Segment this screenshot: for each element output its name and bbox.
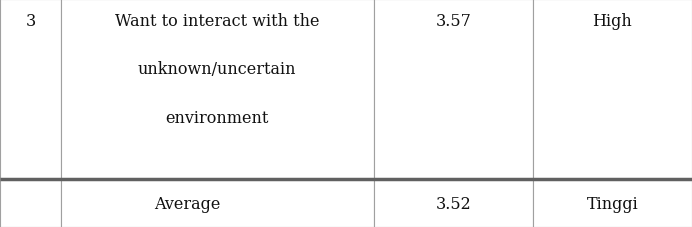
Bar (61, 179, 374, 227)
Text: Average: Average (154, 195, 220, 212)
Bar (0, 0, 61, 179)
Text: 3: 3 (26, 12, 35, 30)
Bar (533, 179, 692, 227)
Text: Tinggi: Tinggi (587, 195, 638, 212)
Text: environment: environment (165, 109, 269, 126)
Text: 3.52: 3.52 (435, 195, 471, 212)
Bar (0, 179, 61, 227)
Text: unknown/uncertain: unknown/uncertain (138, 61, 297, 78)
Text: High: High (592, 12, 632, 30)
Text: Want to interact with the: Want to interact with the (115, 12, 320, 30)
Bar (374, 0, 533, 179)
Bar (61, 0, 374, 179)
Text: 3.57: 3.57 (435, 12, 471, 30)
Bar (533, 0, 692, 179)
Bar (374, 179, 533, 227)
